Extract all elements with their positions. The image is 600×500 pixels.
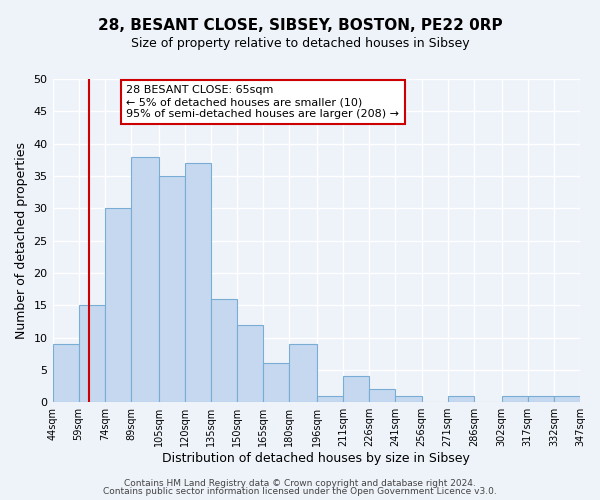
Bar — [185, 163, 211, 402]
Bar — [263, 364, 289, 402]
Text: Size of property relative to detached houses in Sibsey: Size of property relative to detached ho… — [131, 38, 469, 51]
Text: 28, BESANT CLOSE, SIBSEY, BOSTON, PE22 0RP: 28, BESANT CLOSE, SIBSEY, BOSTON, PE22 0… — [98, 18, 502, 32]
Bar — [211, 299, 237, 402]
Bar — [79, 305, 105, 402]
Text: Contains HM Land Registry data © Crown copyright and database right 2024.: Contains HM Land Registry data © Crown c… — [124, 478, 476, 488]
Bar — [370, 390, 395, 402]
Bar — [237, 324, 263, 402]
Bar — [53, 344, 79, 402]
Bar — [502, 396, 528, 402]
Bar — [554, 396, 580, 402]
Y-axis label: Number of detached properties: Number of detached properties — [15, 142, 28, 339]
X-axis label: Distribution of detached houses by size in Sibsey: Distribution of detached houses by size … — [163, 452, 470, 465]
Bar — [105, 208, 131, 402]
Bar — [395, 396, 422, 402]
Bar — [528, 396, 554, 402]
Bar — [448, 396, 474, 402]
Bar — [343, 376, 370, 402]
Bar — [317, 396, 343, 402]
Text: 28 BESANT CLOSE: 65sqm
← 5% of detached houses are smaller (10)
95% of semi-deta: 28 BESANT CLOSE: 65sqm ← 5% of detached … — [127, 86, 400, 118]
Bar — [159, 176, 185, 402]
Text: Contains public sector information licensed under the Open Government Licence v3: Contains public sector information licen… — [103, 487, 497, 496]
Bar — [289, 344, 317, 402]
Bar — [131, 156, 159, 402]
